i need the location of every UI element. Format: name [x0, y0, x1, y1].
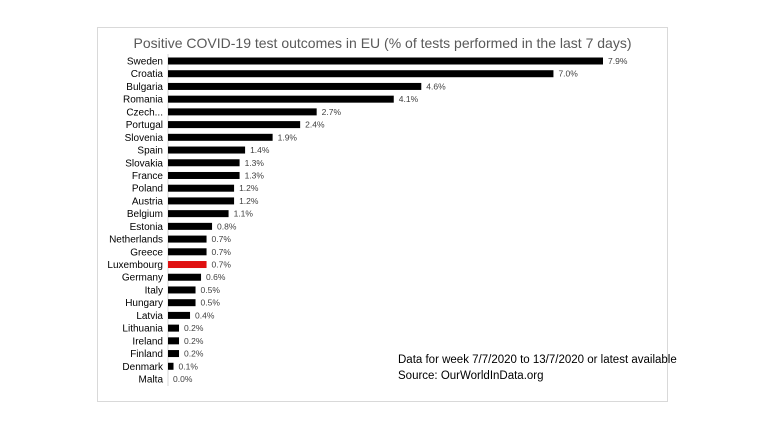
- value-label-austria: 1.2%: [239, 196, 259, 206]
- value-label-portugal: 2.4%: [305, 120, 325, 130]
- bar-greece: [168, 248, 207, 256]
- category-label-ireland: Ireland: [132, 336, 163, 347]
- value-label-croatia: 7.0%: [558, 69, 578, 79]
- value-label-sweden: 7.9%: [608, 56, 628, 66]
- category-label-denmark: Denmark: [122, 362, 164, 373]
- bar-lithuania: [168, 324, 180, 332]
- category-label-lithuania: Lithuania: [122, 324, 163, 335]
- category-label-czech: Czech...: [126, 107, 163, 118]
- category-label-austria: Austria: [132, 196, 164, 207]
- category-label-greece: Greece: [130, 247, 163, 258]
- value-label-bulgaria: 4.6%: [426, 81, 446, 91]
- bar-slovakia: [168, 159, 240, 167]
- value-label-italy: 0.5%: [201, 285, 221, 295]
- category-label-luxembourg: Luxembourg: [107, 260, 163, 271]
- category-label-croatia: Croatia: [131, 69, 164, 80]
- value-label-slovenia: 1.9%: [278, 132, 298, 142]
- bar-ireland: [168, 337, 180, 345]
- category-label-estonia: Estonia: [130, 222, 164, 233]
- bar-portugal: [168, 121, 301, 129]
- category-label-romania: Romania: [123, 95, 163, 106]
- value-label-poland: 1.2%: [239, 183, 259, 193]
- bar-czech: [168, 108, 317, 116]
- category-label-germany: Germany: [122, 273, 163, 284]
- bar-hungary: [168, 299, 196, 307]
- value-label-belgium: 1.1%: [234, 209, 254, 219]
- note-source: Source: OurWorldInData.org: [398, 370, 544, 382]
- category-label-slovenia: Slovenia: [125, 133, 164, 144]
- value-label-denmark: 0.1%: [179, 361, 199, 371]
- bar-france: [168, 171, 240, 179]
- category-label-spain: Spain: [137, 146, 163, 157]
- bar-sweden: [168, 57, 603, 65]
- value-label-germany: 0.6%: [206, 272, 226, 282]
- value-label-hungary: 0.5%: [201, 298, 221, 308]
- category-label-bulgaria: Bulgaria: [126, 82, 163, 93]
- value-label-spain: 1.4%: [250, 145, 270, 155]
- value-label-finland: 0.2%: [184, 349, 204, 359]
- value-label-malta: 0.0%: [173, 374, 193, 384]
- bar-estonia: [168, 222, 213, 230]
- category-label-finland: Finland: [130, 349, 163, 360]
- value-label-lithuania: 0.2%: [184, 323, 204, 333]
- category-label-france: France: [132, 171, 164, 182]
- bar-finland: [168, 350, 180, 358]
- bar-latvia: [168, 311, 191, 319]
- bar-italy: [168, 286, 196, 294]
- value-label-greece: 0.7%: [212, 247, 232, 257]
- value-label-netherlands: 0.7%: [212, 234, 232, 244]
- note-data-period: Data for week 7/7/2020 to 13/7/2020 or l…: [398, 354, 677, 366]
- category-label-italy: Italy: [145, 285, 163, 296]
- bar-spain: [168, 146, 246, 154]
- value-label-estonia: 0.8%: [217, 221, 237, 231]
- value-label-slovakia: 1.3%: [245, 158, 265, 168]
- bar-netherlands: [168, 235, 207, 243]
- bar-bulgaria: [168, 82, 422, 90]
- category-label-portugal: Portugal: [126, 120, 163, 131]
- category-label-malta: Malta: [139, 375, 164, 386]
- value-label-ireland: 0.2%: [184, 336, 204, 346]
- bar-luxembourg: [168, 261, 207, 269]
- bar-germany: [168, 273, 202, 281]
- category-label-netherlands: Netherlands: [109, 235, 163, 246]
- category-label-latvia: Latvia: [136, 311, 163, 322]
- category-label-poland: Poland: [132, 184, 163, 195]
- chart-title: Positive COVID-19 test outcomes in EU (%…: [133, 35, 632, 51]
- bar-austria: [168, 197, 235, 205]
- bar-slovenia: [168, 133, 273, 141]
- category-label-belgium: Belgium: [127, 209, 163, 220]
- bar-denmark: [168, 362, 174, 370]
- category-label-hungary: Hungary: [125, 298, 163, 309]
- bar-romania: [168, 95, 394, 103]
- category-label-sweden: Sweden: [127, 57, 163, 68]
- bar-croatia: [168, 70, 554, 78]
- value-label-france: 1.3%: [245, 170, 265, 180]
- bar-poland: [168, 184, 235, 192]
- value-label-latvia: 0.4%: [195, 310, 215, 320]
- bar-belgium: [168, 210, 229, 218]
- value-label-romania: 4.1%: [399, 94, 419, 104]
- value-label-czech: 2.7%: [322, 107, 342, 117]
- value-label-luxembourg: 0.7%: [212, 260, 232, 270]
- category-label-slovakia: Slovakia: [125, 158, 163, 169]
